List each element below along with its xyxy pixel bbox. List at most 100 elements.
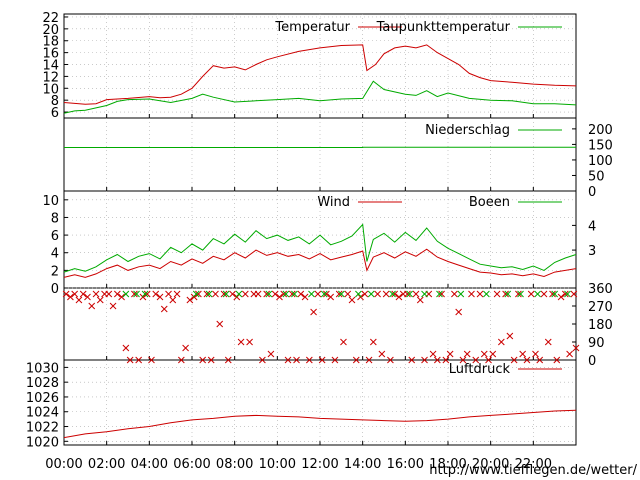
wind-direction-point — [169, 296, 177, 304]
wind-direction-point — [265, 290, 273, 298]
wind-direction-point — [96, 296, 104, 304]
wind-direction-point — [421, 290, 428, 298]
wind-direction-point — [323, 290, 330, 298]
wind-direction-point — [62, 290, 70, 298]
y2-tick-label-wind_direction: 360 — [588, 282, 613, 297]
y2-tick-label-wind: 4 — [588, 219, 596, 234]
wind-direction-point — [506, 332, 514, 340]
wind-direction-point — [139, 293, 147, 301]
y-tick-label-temperature: 20 — [42, 23, 59, 38]
y2-tick-label-wind_direction: 270 — [588, 300, 613, 315]
wind-direction-point — [220, 290, 228, 298]
wind-direction-point — [297, 290, 305, 298]
wind-direction-point — [489, 350, 497, 358]
wind-direction-point — [305, 356, 313, 364]
wind-direction-point — [442, 356, 450, 364]
wind-direction-point — [519, 350, 527, 358]
wind-direction-point — [367, 290, 375, 298]
series-line-taupunkttemperatur — [63, 80, 577, 114]
wind-direction-point — [288, 290, 296, 298]
y-tick-label-temperature: 14 — [42, 59, 59, 74]
wind-direction-point — [207, 356, 215, 364]
wind-direction-point — [271, 290, 279, 298]
wind-direction-point — [122, 344, 130, 352]
wind-direction-point — [122, 290, 130, 298]
wind-direction-point — [570, 290, 578, 298]
wind-direction-point — [233, 293, 241, 301]
wind-direction-point — [463, 350, 471, 358]
wind-direction-point — [451, 290, 458, 298]
wind-direction-point — [320, 290, 328, 298]
wind-direction-point — [416, 296, 424, 304]
y-tick-label-pressure: 1020 — [26, 435, 59, 450]
grid-lines — [64, 14, 576, 445]
wind-direction-point — [480, 350, 488, 358]
wind-direction-point — [352, 356, 360, 364]
y2-tick-label-precipitation: 200 — [588, 123, 613, 138]
wind-direction-point — [404, 290, 411, 298]
wind-direction-point — [141, 290, 149, 298]
wind-direction-point — [235, 290, 243, 298]
y-tick-label-temperature: 10 — [42, 82, 59, 97]
y-tick-label-wind: 0 — [51, 282, 59, 297]
y-tick-label-pressure: 1028 — [26, 376, 59, 391]
x-tick-label: 06:00 — [173, 457, 210, 472]
wind-direction-point — [327, 293, 335, 301]
series-line-luftdruck — [63, 409, 577, 439]
legend-label-niederschlag: Niederschlag — [425, 123, 510, 138]
y-tick-label-pressure: 1030 — [26, 361, 59, 376]
wind-direction-point — [118, 293, 125, 301]
wind-direction-point — [133, 290, 140, 298]
x-tick-label: 16:00 — [387, 457, 424, 472]
legend-label-taupunkttemperatur: Taupunkttemperatur — [376, 20, 511, 35]
wind-direction-point — [517, 290, 524, 298]
y-tick-label-wind: 2 — [51, 264, 59, 279]
wind-direction-point — [566, 350, 573, 358]
wind-direction-point — [483, 290, 490, 298]
wind-direction-point — [143, 290, 151, 298]
x-tick-label: 08:00 — [216, 457, 253, 472]
wind-direction-point — [374, 290, 381, 298]
wind-direction-point — [160, 305, 168, 313]
y-tick-label-temperature: 22 — [42, 11, 59, 26]
wind-direction-point — [527, 290, 535, 298]
y-tick-label-temperature: 6 — [51, 106, 59, 121]
x-tick-label: 22:00 — [515, 457, 552, 472]
y2-tick-label-precipitation: 100 — [588, 154, 613, 169]
wind-direction-point — [284, 356, 292, 364]
wind-direction-point — [318, 356, 326, 364]
y2-tick-label-wind: 3 — [588, 244, 596, 259]
wind-direction-point — [395, 293, 403, 301]
wind-direction-point — [301, 293, 309, 301]
wind-direction-point — [135, 356, 143, 364]
wind-direction-point — [205, 290, 213, 298]
wind-direction-point — [177, 356, 185, 364]
wind-direction-point — [408, 356, 416, 364]
wind-direction-point — [280, 290, 288, 298]
wind-direction-point — [195, 290, 202, 298]
y-tick-label-wind: 8 — [51, 211, 59, 226]
wind-direction-point — [190, 293, 198, 301]
x-tick-label: 10:00 — [259, 457, 296, 472]
y-tick-label-pressure: 1022 — [26, 421, 59, 436]
wind-direction-point — [105, 290, 113, 298]
wind-direction-point — [429, 350, 437, 358]
y2-tick-label-wind_direction: 180 — [588, 318, 613, 333]
footer-url[interactable]: http://www.tiefflegen.de/wetter/ — [429, 463, 637, 478]
wind-direction-point — [276, 293, 283, 301]
wind-direction-point — [493, 290, 501, 298]
wind-direction-point — [553, 356, 561, 364]
wind-direction-point — [229, 290, 236, 298]
wind-direction-point — [564, 290, 571, 298]
wind-direction-point — [457, 290, 465, 298]
wind-direction-point — [148, 356, 155, 364]
x-tick-label: 20:00 — [472, 457, 509, 472]
series-line-boeen — [63, 223, 577, 273]
wind-direction-point — [378, 350, 386, 358]
wind-direction-point — [561, 290, 569, 298]
wind-direction-point — [186, 296, 194, 304]
wind-direction-point — [310, 308, 317, 316]
wind-direction-point — [131, 290, 138, 298]
wind-direction-point — [510, 356, 518, 364]
wind-direction-point — [540, 290, 548, 298]
